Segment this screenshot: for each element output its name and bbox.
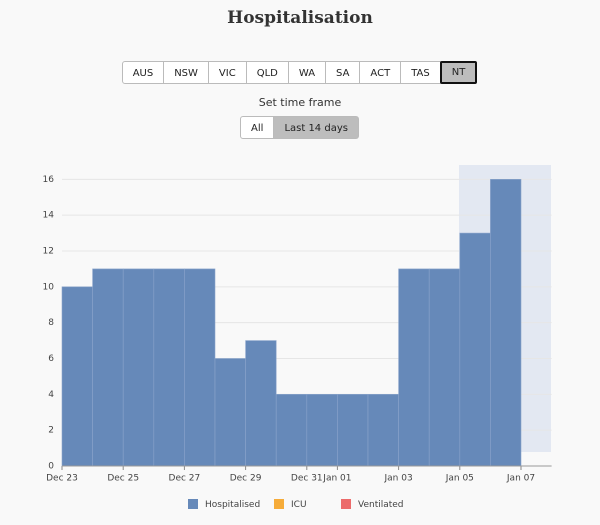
legend-label: ICU: [291, 500, 307, 510]
bar: [92, 268, 124, 467]
bar: [214, 358, 246, 467]
bar: [275, 394, 308, 467]
bar: [490, 179, 522, 467]
page-title: Hospitalisation: [227, 8, 373, 28]
legend-label: Hospitalised: [205, 500, 260, 510]
bar: [245, 340, 277, 467]
button[interactable]: NT: [439, 61, 478, 84]
button[interactable]: Last 14 days: [273, 116, 359, 139]
button[interactable]: All: [240, 116, 275, 139]
y-tick-label: 16: [43, 175, 55, 185]
x-tick-label: Jan 07: [506, 474, 535, 484]
x-tick-label: Dec 31: [291, 474, 323, 484]
bar: [306, 394, 338, 467]
y-tick-label: 0: [48, 462, 54, 472]
x-tick-label: Dec 27: [169, 474, 201, 484]
button[interactable]: TAS: [400, 61, 441, 84]
bar: [428, 268, 461, 467]
time-frame-buttons: All Last 14 days: [0, 116, 600, 139]
button[interactable]: AUS: [121, 61, 165, 84]
bar: [367, 394, 399, 467]
y-tick-label: 14: [43, 211, 55, 221]
x-tick-label: Dec 29: [230, 474, 262, 484]
x-tick-label: Jan 03: [384, 474, 413, 484]
y-tick-label: 4: [48, 390, 54, 400]
bar: [398, 268, 430, 467]
legend-label: Ventilated: [358, 500, 404, 510]
button[interactable]: ACT: [359, 61, 402, 84]
y-tick-label: 10: [43, 282, 55, 292]
y-tick-label: 2: [48, 426, 54, 436]
x-tick-label: Dec 23: [46, 474, 78, 484]
bar: [337, 394, 369, 467]
y-tick-label: 8: [48, 318, 54, 328]
bar: [153, 268, 185, 467]
x-tick-label: Dec 25: [107, 474, 139, 484]
legend-swatch: [188, 499, 198, 509]
button[interactable]: WA: [287, 61, 327, 84]
legend-swatch: [274, 499, 284, 509]
button[interactable]: NSW: [163, 61, 209, 84]
button[interactable]: QLD: [245, 61, 289, 84]
button[interactable]: VIC: [207, 61, 247, 84]
bar: [122, 268, 155, 467]
x-tick-label: Jan 05: [445, 474, 474, 484]
region-buttons: AUS NSW VIC QLD WA SA ACT TAS NT: [0, 61, 600, 84]
y-tick-label: 12: [43, 247, 54, 257]
bar: [459, 232, 491, 467]
x-tick-label: Jan 01: [322, 474, 351, 484]
legend-swatch: [341, 499, 351, 509]
y-tick-label: 6: [48, 354, 54, 364]
bar: [184, 268, 216, 467]
bar: [61, 286, 93, 467]
button[interactable]: SA: [325, 61, 361, 84]
time-frame-label: Set time frame: [258, 96, 342, 109]
